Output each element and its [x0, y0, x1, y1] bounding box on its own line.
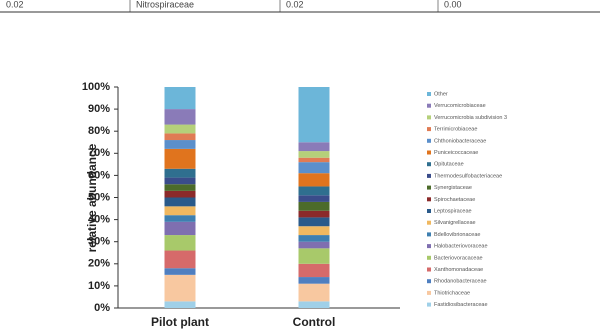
bar-segment	[164, 109, 196, 125]
table-cell: 0.02	[286, 0, 304, 9]
bar-segment	[164, 206, 196, 216]
bar-segment	[298, 235, 330, 242]
table-cell: Nitrospiraceae	[136, 0, 194, 9]
legend-swatch	[427, 197, 431, 202]
bar-segment	[164, 148, 196, 169]
legend-label: Bacteriovoracaceae	[434, 255, 483, 261]
legend-swatch	[427, 279, 431, 284]
bar-segment	[298, 226, 330, 236]
bar-segment	[298, 157, 330, 163]
bar-segment	[164, 124, 196, 134]
y-tick-label: 100%	[82, 81, 110, 93]
legend-swatch	[427, 290, 431, 295]
bar-segment	[164, 177, 196, 185]
legend-label: Other	[434, 91, 448, 97]
bar-segment	[164, 274, 196, 302]
legend-swatch	[427, 138, 431, 143]
bar-segment	[164, 184, 196, 191]
bar-segment	[164, 168, 196, 178]
bar-segment	[298, 283, 330, 302]
legend-label: Leptospiraceae	[434, 208, 472, 214]
legend-label: Chthoniobacteraceae	[434, 138, 486, 144]
legend-label: Halobacteriovoraceae	[434, 244, 488, 250]
legend-swatch	[427, 92, 431, 96]
bar-segment	[298, 151, 330, 158]
y-tick-label: 30%	[88, 236, 110, 248]
y-axis-label: relative abundance	[85, 143, 99, 252]
bar-segment	[298, 195, 330, 202]
bar-segment	[298, 301, 330, 308]
bar-segment	[298, 201, 330, 211]
legend-swatch	[427, 173, 431, 178]
y-tick-label: 60%	[88, 169, 110, 181]
legend-swatch	[427, 103, 431, 108]
bar-segment	[298, 173, 330, 187]
bar-segment	[298, 263, 330, 278]
table-cell: 0.00	[444, 0, 462, 9]
legend-swatch	[427, 255, 431, 260]
bar-segment	[298, 241, 330, 249]
y-tick-label: 70%	[88, 147, 110, 159]
legend-swatch	[427, 150, 431, 155]
legend-label: Synergistaceae	[434, 185, 472, 191]
y-tick-label: 10%	[88, 280, 110, 292]
y-tick-label: 40%	[88, 214, 110, 226]
bar-segment	[164, 250, 196, 269]
y-tick-label: 0%	[94, 302, 110, 314]
bar-segment	[164, 235, 196, 251]
y-tick-label: 80%	[88, 125, 110, 137]
bar-segment	[164, 133, 196, 141]
bar-segment	[298, 87, 330, 143]
legend-label: Verrucomicrobiaceae	[434, 103, 486, 109]
bar-segment	[164, 215, 196, 222]
x-tick-label: Pilot plant	[151, 315, 209, 329]
bar-segment	[298, 142, 330, 152]
legend-swatch	[427, 127, 431, 132]
legend-swatch	[427, 232, 431, 237]
legend-label: Silvanigrellaceae	[434, 220, 476, 226]
bar-segment	[164, 197, 196, 207]
bar-segment	[298, 210, 330, 218]
legend-label: Terrimicrobiaceae	[434, 127, 477, 133]
bar-segment	[298, 162, 330, 174]
bar-segment	[164, 87, 196, 110]
legend-label: Fastidiosibacteraceae	[434, 302, 488, 308]
bar-segment	[298, 186, 330, 196]
x-tick-label: Control	[293, 315, 336, 329]
legend-swatch	[427, 220, 431, 225]
bar-segment	[164, 301, 196, 308]
legend-label: Spirochaetaceae	[434, 197, 475, 203]
legend-swatch	[427, 244, 431, 249]
bar-segment	[164, 221, 196, 236]
legend-swatch	[427, 302, 431, 307]
y-tick-label: 20%	[88, 258, 110, 270]
legend-label: Bdellovibrionaceae	[434, 232, 480, 238]
table-cell: 0.02	[6, 0, 24, 9]
bar-segment	[164, 268, 196, 275]
bar-segment	[298, 248, 330, 264]
legend-swatch	[427, 115, 431, 120]
legend-swatch	[427, 162, 431, 167]
y-tick-label: 50%	[88, 191, 110, 203]
legend-swatch	[427, 267, 431, 272]
bar-segment	[298, 217, 330, 227]
legend-label: Thermodesulfobacteriaceae	[434, 173, 502, 179]
legend-swatch	[427, 185, 431, 190]
legend-label: Opitutaceae	[434, 162, 464, 168]
bar-segment	[298, 277, 330, 284]
y-tick-label: 90%	[88, 103, 110, 115]
legend-label: Xanthomonadaceae	[434, 267, 483, 273]
bar-segment	[164, 140, 196, 149]
legend-label: Thiotrichaceae	[434, 290, 470, 296]
legend-swatch	[427, 209, 431, 213]
legend-label: Puniceicoccaceae	[434, 150, 478, 156]
legend-label: Verrucomicrobia subdivision 3	[434, 115, 507, 121]
legend-label: Rhodanobacteraceae	[434, 279, 487, 285]
bar-segment	[164, 190, 196, 198]
